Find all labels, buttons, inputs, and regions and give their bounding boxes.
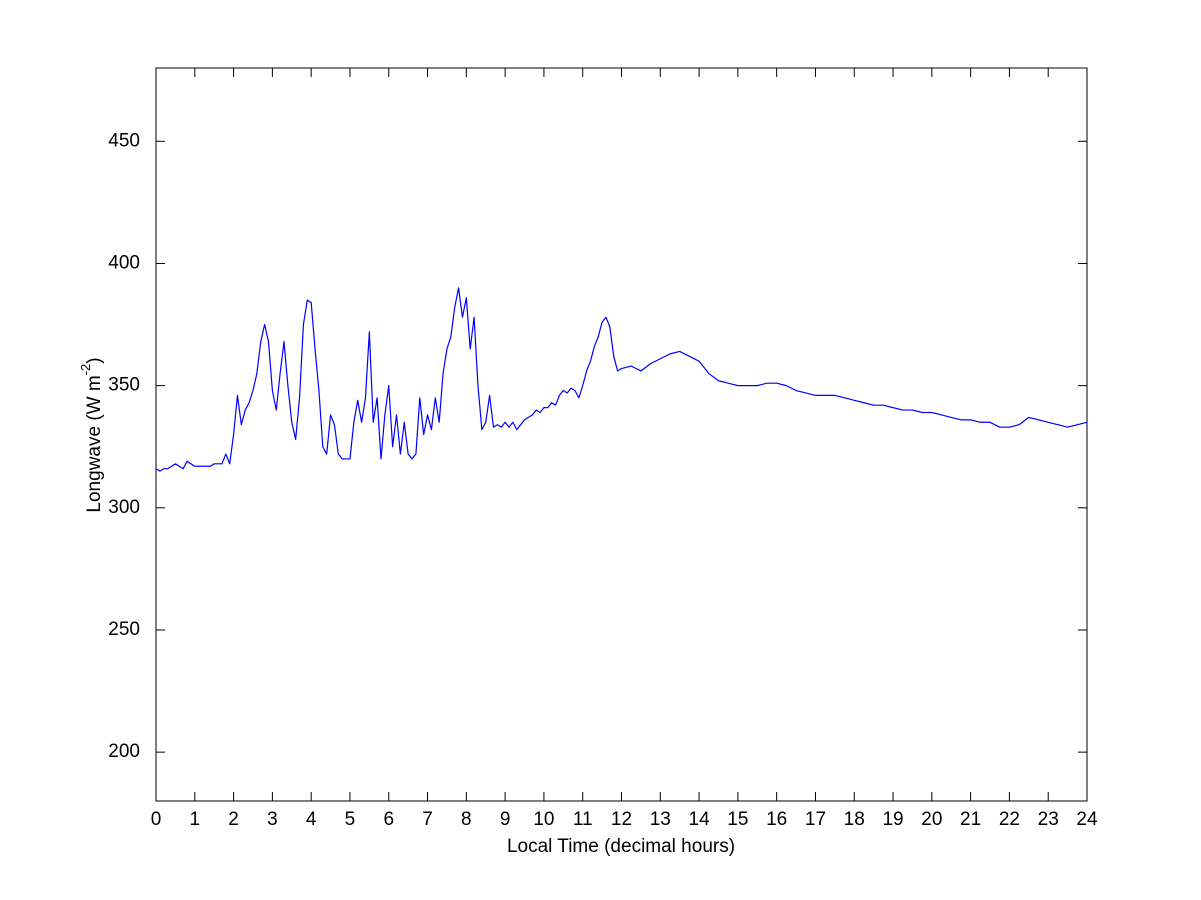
x-tick-label: 24 — [1076, 809, 1098, 830]
y-axis-label-end: ) — [84, 357, 105, 363]
y-axis-label-exponent: -2 — [78, 364, 93, 376]
x-axis-label: Local Time (decimal hours) — [507, 836, 735, 857]
plot-box — [155, 67, 1088, 802]
x-tick-label: 7 — [422, 809, 433, 830]
x-tick-label: 15 — [727, 809, 748, 830]
x-tick-label: 19 — [882, 809, 903, 830]
x-tick-label: 17 — [805, 809, 826, 830]
x-tick-label: 1 — [190, 809, 201, 830]
y-axis-label-main: Longwave (W m — [84, 375, 105, 512]
y-tick-label: 300 — [108, 497, 140, 518]
y-tick-label: 350 — [108, 375, 140, 396]
y-tick-label: 250 — [108, 619, 140, 640]
x-tick-label: 8 — [461, 809, 472, 830]
x-tick-label: 18 — [844, 809, 865, 830]
x-tick-label: 13 — [650, 809, 671, 830]
y-tick-label: 200 — [108, 741, 140, 762]
x-tick-label: 16 — [766, 809, 787, 830]
y-axis-label: Longwave (W m-2) — [78, 357, 105, 512]
x-tick-label: 5 — [345, 809, 356, 830]
x-tick-label: 3 — [267, 809, 278, 830]
x-tick-label: 14 — [689, 809, 711, 830]
x-tick-label: 10 — [533, 809, 554, 830]
x-tick-label: 22 — [999, 809, 1020, 830]
x-tick-label: 0 — [151, 809, 162, 830]
y-tick-label: 400 — [108, 252, 140, 273]
x-tick-label: 21 — [960, 809, 981, 830]
data-line — [155, 287, 1088, 472]
x-tick-label: 6 — [383, 809, 394, 830]
x-tick-label: 4 — [306, 809, 317, 830]
x-tick-label: 12 — [611, 809, 632, 830]
x-tick-label: 11 — [573, 809, 593, 830]
x-tick-label: 9 — [500, 809, 511, 830]
x-tick-label: 23 — [1038, 809, 1059, 830]
x-tick-label: 2 — [228, 809, 239, 830]
x-tick-label: 20 — [921, 809, 942, 830]
y-tick-label: 450 — [108, 130, 140, 151]
